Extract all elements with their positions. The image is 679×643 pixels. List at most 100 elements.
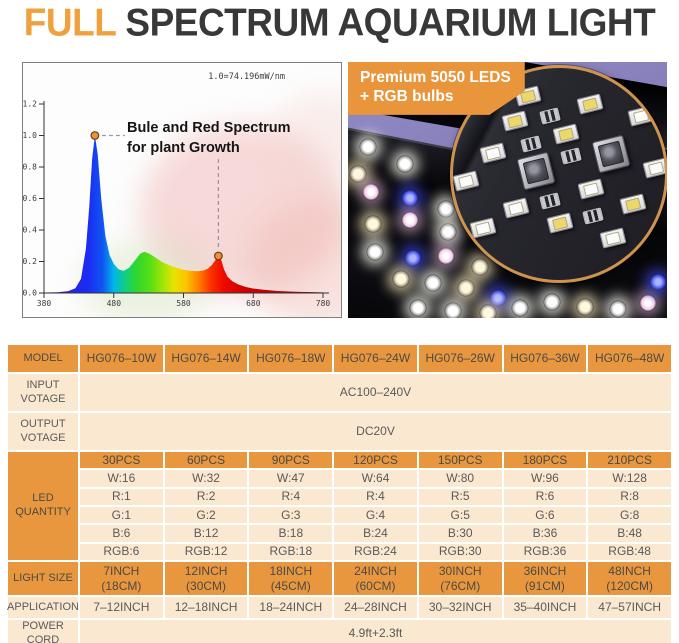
spec-cell: W:128 xyxy=(588,470,671,487)
smd-led-white xyxy=(599,227,627,249)
svg-text:1.0: 1.0 xyxy=(23,131,37,140)
table-row: INPUT VOTAGE AC100–240V xyxy=(8,374,671,411)
spec-cell: W:64 xyxy=(334,470,417,487)
svg-text:1.2: 1.2 xyxy=(23,100,37,109)
spec-cell: R:1 xyxy=(80,488,163,505)
plant-photo-blob xyxy=(141,125,341,295)
led-bulb-warm xyxy=(349,165,367,183)
spec-cell: R:5 xyxy=(418,488,502,505)
spec-cell-model: HG076–36W xyxy=(503,345,587,372)
spec-cell: 12INCH (30CM) xyxy=(164,562,248,595)
chip-window xyxy=(457,173,475,189)
spec-cell: W:47 xyxy=(249,470,333,487)
table-subrow: RGB:6 RGB:12 RGB:18 RGB:24 RGB:30 RGB:36 RGB:4… xyxy=(80,543,671,560)
spec-cell: B:12 xyxy=(164,525,248,542)
spec-cell: 90PCS xyxy=(249,452,333,469)
spec-cell: 120PCS xyxy=(334,452,417,469)
title-rest: SPECTRUM AQUARIUM LIGHT xyxy=(115,1,656,45)
spec-cell: RGB:24 xyxy=(334,543,417,560)
spec-cell: W:96 xyxy=(503,470,587,487)
led-bulb-white xyxy=(396,155,414,173)
spec-row-label: LIGHT SIZE xyxy=(8,562,78,595)
led-bulb-blue xyxy=(649,273,667,291)
spec-cell: R:6 xyxy=(503,488,587,505)
svg-text:0.2: 0.2 xyxy=(23,257,37,266)
spec-cell: RGB:6 xyxy=(80,543,163,560)
spec-cell: 36INCH (91CM) xyxy=(503,562,587,595)
spec-cell: 24INCH (60CM) xyxy=(334,562,417,595)
magnifier-circle xyxy=(450,65,667,283)
badge-line1: Premium 5050 LEDS xyxy=(360,69,511,86)
spec-cell: G:5 xyxy=(418,506,502,524)
spec-cell: 18INCH (45CM) xyxy=(249,562,333,595)
svg-text:380: 380 xyxy=(37,299,52,308)
chart-annotation: Bule and Red Spectrum for plant Growth xyxy=(127,120,291,156)
smd-led-yellow xyxy=(619,193,647,215)
spec-cell: B:48 xyxy=(588,525,671,542)
svg-text:480: 480 xyxy=(107,299,122,308)
spec-cell: 48INCH (120CM) xyxy=(588,562,671,595)
rgb-5050-chip xyxy=(516,151,556,191)
spec-cell: B:36 xyxy=(503,525,587,542)
smd-led-white xyxy=(642,157,665,179)
table-subrow: 30PCS 60PCS 90PCS 120PCS 150PCS 180PCS 210PCS xyxy=(80,452,671,469)
smd-led-yellow xyxy=(546,212,574,234)
chip-window xyxy=(474,220,492,236)
chip-dome xyxy=(522,157,550,185)
chip-window xyxy=(581,96,599,112)
spec-cell: G:1 xyxy=(80,506,163,524)
spec-cell-model: HG076–14W xyxy=(164,345,248,372)
table-row-led-quantity: LED QUANTITY 30PCS 60PCS 90PCS 120PCS 150PCS 1… xyxy=(8,452,671,560)
spec-cell: 24–28INCH xyxy=(334,597,417,618)
led-bulb-white xyxy=(444,302,462,318)
rgb-5050-chip xyxy=(591,134,631,174)
smd-led-white xyxy=(627,105,655,127)
svg-text:780: 780 xyxy=(316,299,331,308)
chip-window xyxy=(506,113,524,129)
spec-cell: 60PCS xyxy=(164,452,248,469)
svg-text:0.6: 0.6 xyxy=(23,194,37,203)
spec-cell: R:2 xyxy=(164,488,248,505)
chip-window xyxy=(582,181,600,197)
led-bulb-pink xyxy=(639,294,657,312)
led-glow-dots xyxy=(348,62,667,318)
spec-cell: 7INCH (18CM) xyxy=(80,562,163,595)
spec-table: MODEL HG076–10W HG076–14W HG076–18W HG076–24… xyxy=(7,345,671,643)
svg-text:680: 680 xyxy=(246,299,261,308)
spec-cell: R:4 xyxy=(249,488,333,505)
smd-led-yellow xyxy=(552,123,580,145)
spec-cell: 30INCH (76CM) xyxy=(418,562,502,595)
spec-cell: 47–57INCH xyxy=(588,597,671,618)
table-row: APPLICATION 7–12INCH 12–18INCH 18–24INCH 24–… xyxy=(7,597,671,618)
led-bulb-white xyxy=(409,299,427,317)
led-bulb-white xyxy=(359,138,377,156)
pcb-polarity-marking xyxy=(539,192,561,210)
led-bulb-warm xyxy=(392,270,410,288)
led-bulb-warm xyxy=(457,279,475,297)
spec-cell: G:2 xyxy=(164,506,248,524)
led-bulb-warm xyxy=(471,258,489,276)
spectrum-svg: 0.0 0.2 0.4 0.6 0.8 1.0 1.2 380 480 580 680 780 1.0=… xyxy=(23,63,341,317)
spec-cell-model: HG076–18W xyxy=(249,345,333,372)
svg-text:0.0: 0.0 xyxy=(23,289,37,298)
chip-dome xyxy=(597,140,625,168)
spec-row-label: INPUT VOTAGE xyxy=(8,374,78,411)
table-row: OUTPUT VOTAGE DC20V xyxy=(8,413,671,450)
chart-note: 1.0=74.196mW/nm xyxy=(208,72,285,82)
svg-text:Bule and Red Spectrum: Bule and Red Spectrum xyxy=(127,120,291,136)
spec-cell: G:3 xyxy=(249,506,333,524)
spec-cell-model: HG076–24W xyxy=(334,345,417,372)
spec-cell: G:8 xyxy=(588,506,671,524)
spec-cell-model: HG076–10W xyxy=(80,345,163,372)
table-row-model: MODEL HG076–10W HG076–14W HG076–18W HG076–24… xyxy=(8,345,671,372)
spec-cell-span: DC20V xyxy=(80,413,671,450)
svg-text:for plant Growth: for plant Growth xyxy=(127,140,240,156)
led-quantity-subrows: 30PCS 60PCS 90PCS 120PCS 150PCS 180PCS 210PCS W… xyxy=(80,452,671,560)
led-bulb-blue xyxy=(404,249,422,267)
led-bulb-white xyxy=(424,274,442,292)
smd-led-white xyxy=(453,170,480,192)
chip-window xyxy=(484,145,502,161)
annotation-dashes xyxy=(101,134,220,249)
smd-led-yellow xyxy=(576,93,604,115)
spec-cell: 180PCS xyxy=(503,452,587,469)
